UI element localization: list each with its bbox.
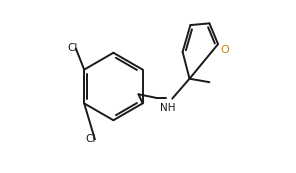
Text: O: O xyxy=(221,45,229,55)
Text: NH: NH xyxy=(160,103,176,113)
Text: Cl: Cl xyxy=(67,43,78,53)
Text: Cl: Cl xyxy=(85,134,96,144)
